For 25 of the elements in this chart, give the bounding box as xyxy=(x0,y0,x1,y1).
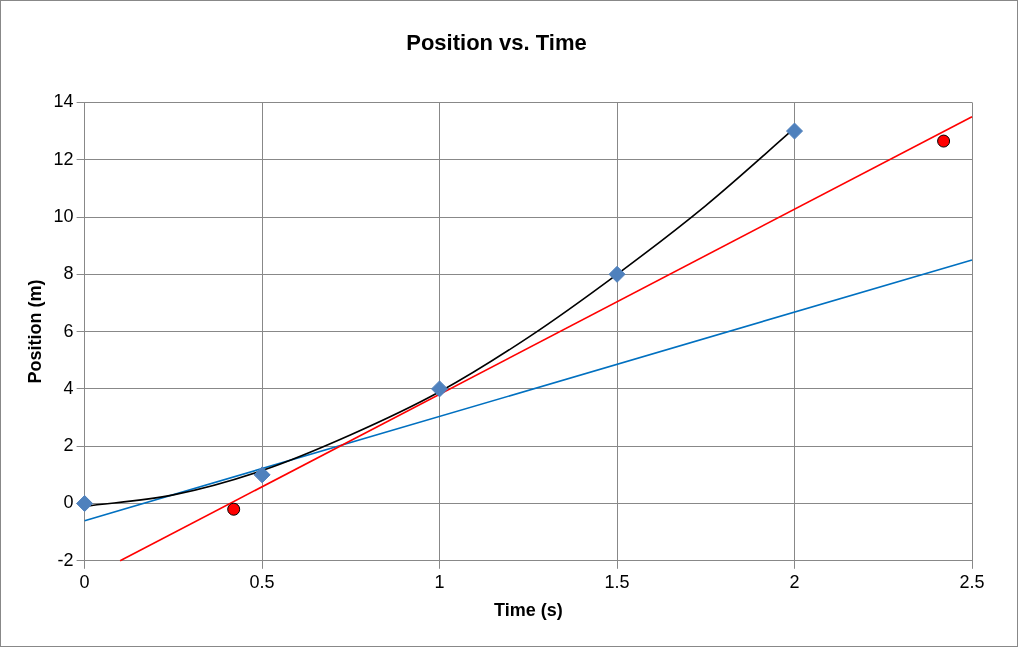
x-tick-label: 2 xyxy=(789,571,800,592)
x-axis-title: Time (s) xyxy=(493,600,563,621)
x-tick-label: 0.5 xyxy=(249,571,275,592)
point xyxy=(431,380,449,398)
y-tick-label: 8 xyxy=(63,263,74,284)
point xyxy=(786,122,804,140)
y-tick-label: 6 xyxy=(63,320,74,341)
chart-title: Position vs. Time xyxy=(406,30,587,56)
point xyxy=(76,495,94,512)
point xyxy=(227,502,241,516)
y-tick-label: 14 xyxy=(53,91,74,112)
y-tick-label: 2 xyxy=(63,435,74,456)
point xyxy=(937,134,951,148)
y-tick-label: 0 xyxy=(63,492,74,513)
x-tick-label: 2.5 xyxy=(959,571,985,592)
x-tick-label: 1 xyxy=(434,571,445,592)
x-tick-label: 0 xyxy=(79,571,90,592)
point xyxy=(608,265,626,283)
y-tick-label: 4 xyxy=(63,377,74,398)
point xyxy=(253,466,271,484)
y-axis-title: Position (m) xyxy=(24,279,45,384)
y-tick-label: 12 xyxy=(53,148,74,169)
y-tick-label: 10 xyxy=(53,205,74,226)
x-tick-label: 1.5 xyxy=(604,571,630,592)
y-tick-label: -2 xyxy=(57,549,74,570)
